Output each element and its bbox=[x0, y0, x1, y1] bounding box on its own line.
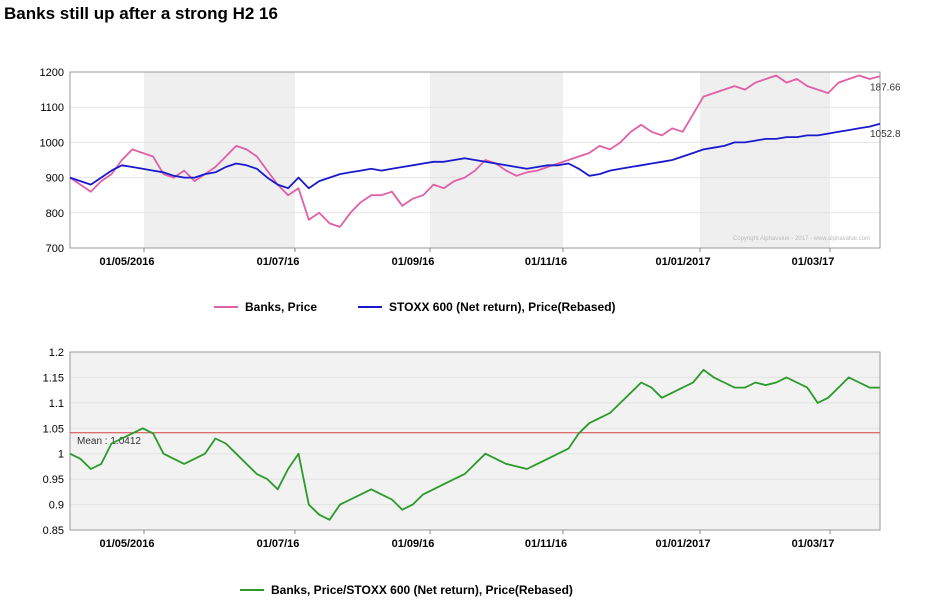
legend: Banks, Price STOXX 600 (Net return), Pri… bbox=[214, 300, 616, 314]
y-tick-label: 900 bbox=[46, 173, 64, 185]
plot-frame bbox=[69, 351, 881, 531]
x-tick-label: 01/11/16 bbox=[525, 538, 567, 550]
series-lines bbox=[69, 368, 880, 521]
x-tick-label: 01/03/17 bbox=[792, 256, 835, 268]
x-axis-ticks: 01/05/2016 01/07/16 01/09/16 01/11/16 01/01/… bbox=[99, 530, 834, 550]
legend-label-stoxx: STOXX 600 (Net return), Price(Rebased) bbox=[389, 300, 616, 314]
end-value-label: 187.66 bbox=[870, 82, 901, 93]
page-title: Banks still up after a strong H2 16 bbox=[4, 4, 278, 23]
y-tick-label: 1.05 bbox=[43, 423, 64, 435]
watermark: Copyright Alphavalue - 2017 - www.alphav… bbox=[733, 236, 870, 242]
legend: Banks, Price/STOXX 600 (Net return), Pri… bbox=[240, 583, 573, 597]
y-tick-label: 1.1 bbox=[49, 398, 64, 410]
y-tick-label: 1000 bbox=[40, 137, 64, 149]
x-tick-label: 01/11/16 bbox=[525, 256, 567, 268]
y-tick-label: 1.2 bbox=[49, 347, 64, 359]
series-line-1 bbox=[69, 122, 881, 190]
x-tick-label: 01/07/16 bbox=[257, 256, 300, 268]
x-tick-label: 01/03/17 bbox=[792, 538, 835, 550]
y-tick-label: 1200 bbox=[40, 67, 64, 79]
end-labels: 187.66 1052.8 bbox=[870, 82, 901, 139]
x-axis-ticks: 01/05/2016 01/07/16 01/09/16 01/11/16 01/01/… bbox=[99, 248, 834, 268]
y-tick-label: 1100 bbox=[40, 102, 64, 114]
mean-label: Mean : 1.0412 bbox=[77, 436, 141, 447]
band-4 bbox=[700, 72, 830, 248]
y-tick-label: 1 bbox=[58, 449, 64, 461]
x-tick-label: 01/01/2017 bbox=[655, 256, 710, 268]
x-tick-label: 01/09/16 bbox=[392, 538, 435, 550]
legend-label-banks: Banks, Price bbox=[245, 300, 317, 314]
series-line-0 bbox=[69, 368, 880, 521]
y-tick-label: 0.85 bbox=[43, 525, 64, 537]
series-lines bbox=[69, 74, 881, 228]
end-value-label: 1052.8 bbox=[870, 129, 901, 140]
y-tick-label: 800 bbox=[46, 208, 64, 220]
price-chart: 1200 1100 1000 900 800 700 01/05/2016 01/07/16… bbox=[40, 67, 902, 314]
band-0 bbox=[144, 72, 295, 248]
x-tick-label: 01/07/16 bbox=[257, 538, 300, 550]
y-tick-label: 0.9 bbox=[49, 500, 64, 512]
y-tick-label: 0.95 bbox=[43, 474, 64, 486]
x-tick-label: 01/01/2017 bbox=[655, 538, 710, 550]
x-tick-label: 01/09/16 bbox=[392, 256, 435, 268]
y-tick-label: 700 bbox=[46, 243, 64, 255]
legend-label-ratio: Banks, Price/STOXX 600 (Net return), Pri… bbox=[271, 583, 573, 597]
x-tick-label: 01/05/2016 bbox=[99, 538, 154, 550]
mean-line: Mean : 1.0412 bbox=[70, 432, 880, 447]
y-axis-ticks: 1200 1100 1000 900 800 700 bbox=[40, 67, 64, 255]
plot-background bbox=[70, 352, 880, 530]
y-axis-ticks: 1.2 1.15 1.1 1.05 1 0.95 0.9 0.85 bbox=[43, 347, 64, 537]
plot-frame bbox=[69, 71, 881, 249]
x-tick-label: 01/05/2016 bbox=[99, 256, 154, 268]
y-tick-label: 1.15 bbox=[43, 372, 64, 384]
